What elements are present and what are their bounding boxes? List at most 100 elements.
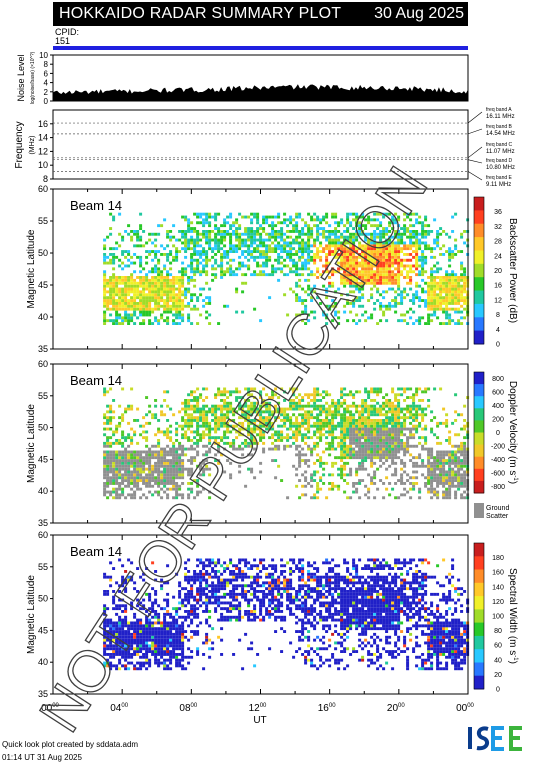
velocity-cell	[229, 441, 233, 445]
velocity-cell	[130, 436, 134, 440]
velocity-cell	[385, 444, 389, 448]
power-cell	[169, 261, 173, 265]
power-cell	[409, 316, 413, 320]
velocity-cell	[451, 459, 455, 462]
velocity-cell	[448, 439, 452, 442]
velocity-cell	[133, 482, 137, 485]
velocity-cell	[196, 450, 200, 454]
power-cell	[301, 230, 305, 233]
power-cell	[430, 307, 434, 311]
power-cell	[412, 230, 416, 233]
power-cell	[397, 276, 401, 279]
velocity-cell	[157, 482, 161, 485]
power-cell	[367, 270, 371, 274]
power-cell	[190, 278, 194, 282]
velocity-cell	[304, 459, 308, 462]
velocity-cell	[421, 461, 425, 465]
velocity-cell	[160, 447, 164, 451]
power-cell	[184, 304, 188, 308]
power-cell	[295, 238, 299, 242]
velocity-cell	[127, 453, 131, 457]
velocity-cell	[361, 467, 365, 471]
width-cell	[118, 632, 122, 636]
velocity-cell	[349, 413, 353, 417]
power-cell	[286, 241, 290, 245]
power-cell	[430, 281, 434, 285]
power-cell	[370, 258, 374, 262]
power-cell	[370, 276, 374, 279]
velocity-cell	[157, 461, 161, 465]
velocity-cell	[304, 413, 308, 417]
velocity-cell	[172, 459, 176, 462]
velocity-cell	[379, 407, 383, 411]
velocity-cell	[268, 407, 272, 411]
velocity-cell	[193, 390, 197, 394]
power-cell	[340, 278, 344, 282]
power-cell	[226, 232, 230, 236]
power-cell	[280, 227, 284, 230]
velocity-cell	[199, 424, 203, 428]
velocity-cell	[391, 450, 395, 454]
power-cell	[115, 278, 119, 282]
power-cell	[349, 247, 353, 251]
width-cell	[109, 653, 113, 656]
velocity-cell	[106, 419, 110, 422]
power-cell	[424, 215, 428, 219]
power-cell	[151, 296, 155, 300]
velocity-cell	[349, 424, 353, 428]
power-cell	[130, 238, 134, 242]
velocity-cell	[130, 407, 134, 411]
power-cell	[367, 267, 371, 271]
power-cell	[355, 215, 359, 219]
width-cell	[133, 647, 137, 651]
power-cell	[235, 227, 239, 230]
power-ytick-label: 45	[38, 280, 48, 290]
power-cell	[286, 273, 290, 277]
power-cell	[322, 215, 326, 219]
velocity-cell	[418, 424, 422, 428]
velocity-cell	[271, 390, 275, 394]
velocity-cell	[229, 419, 233, 422]
velocity-cell	[364, 424, 368, 428]
power-cell	[301, 267, 305, 271]
velocity-cell	[337, 413, 341, 417]
velocity-cell	[133, 467, 137, 471]
velocity-cell	[199, 396, 203, 399]
velocity-cell	[337, 424, 341, 428]
power-cell	[127, 316, 131, 320]
velocity-cell	[244, 413, 248, 417]
velocity-cell	[460, 450, 464, 454]
velocity-cell	[148, 467, 152, 471]
power-cell	[145, 302, 149, 305]
velocity-cell	[400, 461, 404, 465]
power-cell	[412, 235, 416, 239]
velocity-cell	[103, 450, 107, 454]
velocity-cell	[259, 461, 263, 465]
power-cell	[415, 319, 419, 323]
velocity-cell	[361, 424, 365, 428]
velocity-ytick-label: 55	[38, 391, 48, 401]
power-cell	[400, 290, 404, 294]
velocity-cell	[190, 444, 194, 448]
power-cell	[181, 270, 185, 274]
velocity-cell	[373, 427, 377, 431]
velocity-cell	[172, 496, 176, 500]
velocity-cell	[439, 473, 443, 477]
width-cell	[112, 647, 116, 651]
velocity-cell	[388, 416, 392, 420]
noise-ylabel-sub: log(noise/base) (×10^?)	[30, 51, 36, 104]
power-cell	[175, 302, 179, 305]
power-cell	[289, 287, 293, 291]
power-cell	[445, 290, 449, 294]
velocity-cell	[274, 410, 278, 414]
width-cell	[112, 607, 116, 611]
velocity-cell	[376, 387, 380, 391]
power-cell	[259, 250, 263, 253]
velocity-cell	[232, 424, 236, 428]
velocity-cell	[310, 404, 314, 408]
power-cell	[436, 284, 440, 288]
power-cell	[394, 221, 398, 225]
velocity-cell	[343, 439, 347, 442]
power-cell	[379, 304, 383, 308]
power-cell	[295, 241, 299, 245]
